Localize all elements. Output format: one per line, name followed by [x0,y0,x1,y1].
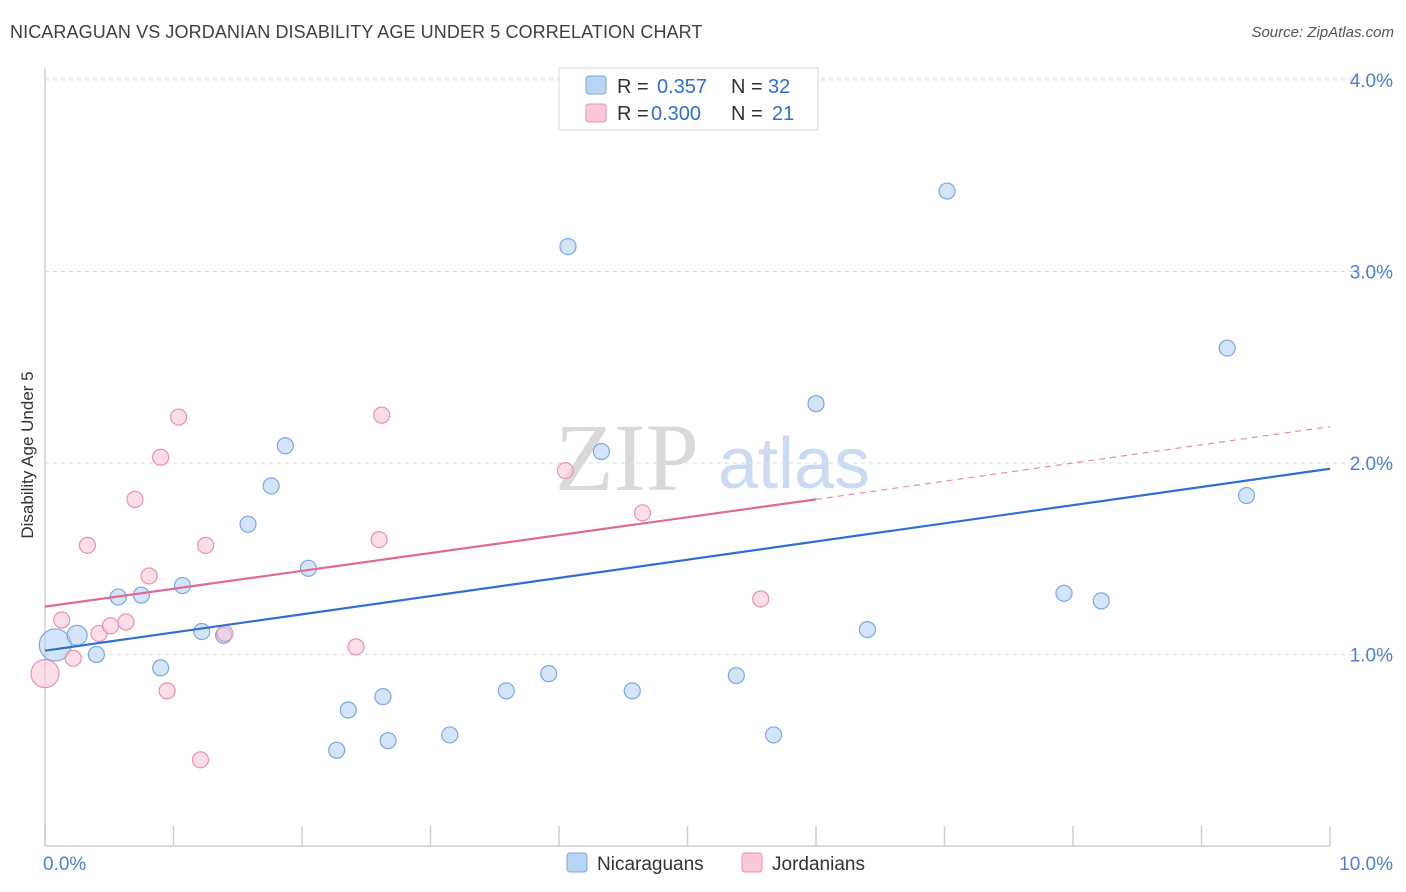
point-jordanians-11 [170,408,188,426]
bottom-legend-swatch-nicaraguans [566,852,588,873]
point-jordanians-16 [370,530,388,549]
point-jordanians-7 [126,490,144,508]
point-nicaraguans-23 [727,666,745,685]
legend-n-label-1: N = [731,76,763,98]
point-jordanians-14 [216,624,234,643]
point-nicaraguans-29 [1092,592,1110,610]
point-jordanians-3 [78,536,97,554]
point-nicaraguans-14 [339,701,357,719]
legend-r-value-2: 0.300 [651,103,701,125]
point-jordanians-13 [197,536,215,554]
point-nicaraguans-10 [262,477,280,495]
point-nicaraguans-18 [497,682,515,700]
series-legend: Nicaraguans Jordanians [566,852,865,875]
chart-title: NICARAGUAN VS JORDANIAN DISABILITY AGE U… [10,22,703,42]
y-tick-label-0: 1.0% [1350,646,1393,667]
watermark-zip: ZIP [555,404,699,511]
point-nicaraguans-21 [592,442,611,461]
point-nicaraguans-6 [173,576,192,595]
y-tick-labels: 1.0% 2.0% 3.0% 4.0% [1350,71,1393,667]
trend-line-jordanians [44,498,817,608]
point-jordanians-20 [752,590,770,608]
bottom-legend-label-jordanians: Jordanians [772,854,865,875]
x-tick-label-max: 10.0% [1339,854,1393,875]
point-nicaraguans-11 [276,437,294,455]
point-nicaraguans-30 [1218,339,1236,357]
point-jordanians-5 [101,617,120,635]
point-nicaraguans-15 [374,688,392,706]
legend-r-value-1: 0.357 [657,76,707,98]
point-jordanians-8 [140,567,158,585]
point-nicaraguans-24 [764,726,783,744]
point-nicaraguans-5 [152,659,170,677]
bottom-legend-label-nicaraguans: Nicaraguans [597,854,704,875]
point-nicaraguans-19 [540,665,558,683]
point-jordanians-17 [373,406,391,424]
y-tick-label-1: 2.0% [1350,454,1393,475]
point-nicaraguans-4 [132,586,150,604]
point-nicaraguans-9 [239,515,257,533]
point-jordanians-18 [556,462,575,480]
point-nicaraguans-20 [559,238,577,256]
legend-r-label-1: R = [617,76,649,98]
legend-swatch-nicaraguans [585,75,607,95]
trend-line-jordanians-extension [815,426,1331,500]
trend-line-nicaraguans [44,467,1331,652]
point-nicaraguans-16 [379,732,397,750]
point-nicaraguans-1 [66,624,88,646]
source-credit: Source: ZipAtlas.com [1251,24,1394,41]
legend-n-value-1: 32 [768,76,790,98]
point-jordanians-15 [347,638,365,656]
stats-legend: R = 0.357 N = 32 R = 0.300 N = 21 [558,67,819,131]
point-jordanians-19 [633,504,652,522]
point-jordanians-0 [30,659,60,689]
point-nicaraguans-7 [193,622,211,641]
trend-lines [44,426,1331,652]
point-nicaraguans-13 [328,741,346,759]
point-nicaraguans-17 [441,726,459,744]
point-jordanians-6 [117,613,135,631]
point-nicaraguans-31 [1237,486,1256,505]
legend-r-label-2: R = [617,103,649,125]
point-jordanians-1 [53,611,71,629]
point-nicaraguans-22 [623,682,641,700]
legend-swatch-jordanians [585,103,607,123]
point-jordanians-10 [158,682,176,700]
gridlines [45,77,1392,655]
y-axis-label: Disability Age Under 5 [18,371,37,538]
point-jordanians-9 [152,448,170,466]
y-tick-label-3: 4.0% [1350,71,1393,92]
point-jordanians-12 [191,751,210,769]
point-nicaraguans-27 [938,182,956,200]
point-jordanians-2 [64,649,82,667]
x-tick-label-min: 0.0% [43,854,86,875]
legend-n-value-2: 21 [772,103,794,125]
point-nicaraguans-28 [1055,584,1073,602]
bottom-legend-swatch-jordanians [741,852,763,873]
point-nicaraguans-25 [807,395,825,413]
watermark-atlas: atlas [718,424,870,504]
point-nicaraguans-2 [87,645,106,664]
legend-n-label-2: N = [731,103,763,125]
series-jordanians [30,406,770,769]
point-nicaraguans-26 [858,621,877,639]
x-axis-ticks [44,826,1331,846]
point-nicaraguans-0 [38,628,72,662]
y-tick-label-2: 3.0% [1350,263,1393,284]
